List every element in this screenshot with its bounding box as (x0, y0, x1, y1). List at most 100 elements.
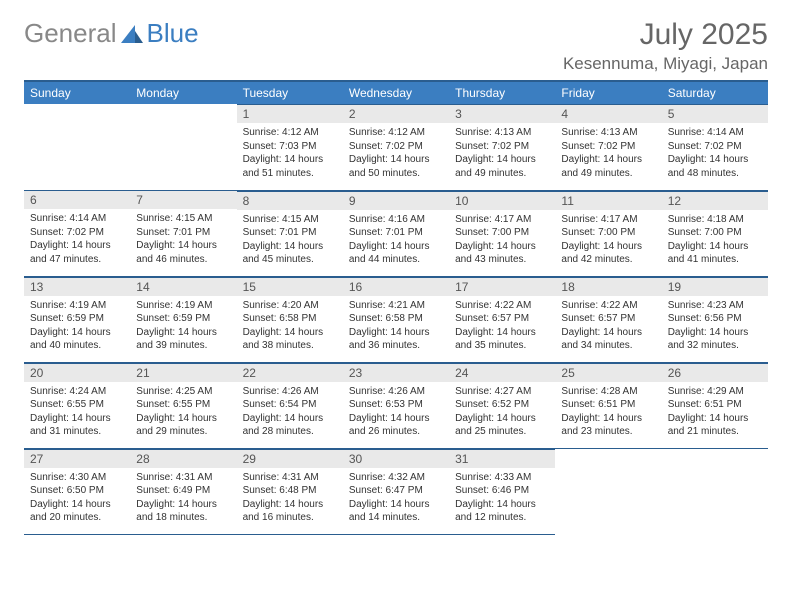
day-number: 17 (449, 277, 555, 296)
day-number: 25 (555, 363, 661, 382)
column-header: Friday (555, 81, 661, 104)
calendar-day-cell: 3Sunrise: 4:13 AMSunset: 7:02 PMDaylight… (449, 104, 555, 190)
calendar-day-cell: .. (24, 104, 130, 190)
day-number: 10 (449, 191, 555, 210)
day-details: Sunrise: 4:33 AMSunset: 6:46 PMDaylight:… (449, 468, 555, 529)
day-details: Sunrise: 4:12 AMSunset: 7:02 PMDaylight:… (343, 123, 449, 184)
calendar-day-cell: 14Sunrise: 4:19 AMSunset: 6:59 PMDayligh… (130, 276, 236, 362)
column-header: Sunday (24, 81, 130, 104)
calendar-day-cell: 17Sunrise: 4:22 AMSunset: 6:57 PMDayligh… (449, 276, 555, 362)
day-number: 14 (130, 277, 236, 296)
day-number: 21 (130, 363, 236, 382)
day-number: 1 (237, 104, 343, 123)
day-number: 4 (555, 104, 661, 123)
day-number: 24 (449, 363, 555, 382)
day-number: 22 (237, 363, 343, 382)
day-number: 16 (343, 277, 449, 296)
day-details: Sunrise: 4:26 AMSunset: 6:53 PMDaylight:… (343, 382, 449, 443)
calendar-week-row: 27Sunrise: 4:30 AMSunset: 6:50 PMDayligh… (24, 448, 768, 534)
calendar-day-cell: 2Sunrise: 4:12 AMSunset: 7:02 PMDaylight… (343, 104, 449, 190)
day-number: 19 (662, 277, 768, 296)
calendar-day-cell: 31Sunrise: 4:33 AMSunset: 6:46 PMDayligh… (449, 448, 555, 534)
day-number: 26 (662, 363, 768, 382)
day-details: Sunrise: 4:18 AMSunset: 7:00 PMDaylight:… (662, 210, 768, 271)
day-number: 27 (24, 449, 130, 468)
calendar-day-cell: 30Sunrise: 4:32 AMSunset: 6:47 PMDayligh… (343, 448, 449, 534)
day-details: Sunrise: 4:26 AMSunset: 6:54 PMDaylight:… (237, 382, 343, 443)
day-number: 11 (555, 191, 661, 210)
calendar-table: SundayMondayTuesdayWednesdayThursdayFrid… (24, 80, 768, 535)
column-header: Saturday (662, 81, 768, 104)
calendar-day-cell: 11Sunrise: 4:17 AMSunset: 7:00 PMDayligh… (555, 190, 661, 276)
title-block: July 2025 Kesennuma, Miyagi, Japan (563, 18, 768, 74)
calendar-day-cell: 10Sunrise: 4:17 AMSunset: 7:00 PMDayligh… (449, 190, 555, 276)
day-details: Sunrise: 4:15 AMSunset: 7:01 PMDaylight:… (130, 209, 236, 270)
day-details: Sunrise: 4:16 AMSunset: 7:01 PMDaylight:… (343, 210, 449, 271)
day-details: Sunrise: 4:14 AMSunset: 7:02 PMDaylight:… (24, 209, 130, 270)
day-details: Sunrise: 4:22 AMSunset: 6:57 PMDaylight:… (555, 296, 661, 357)
day-details: Sunrise: 4:20 AMSunset: 6:58 PMDaylight:… (237, 296, 343, 357)
day-details: Sunrise: 4:29 AMSunset: 6:51 PMDaylight:… (662, 382, 768, 443)
calendar-head: SundayMondayTuesdayWednesdayThursdayFrid… (24, 81, 768, 104)
calendar-day-cell: 29Sunrise: 4:31 AMSunset: 6:48 PMDayligh… (237, 448, 343, 534)
day-number: 30 (343, 449, 449, 468)
day-number: 2 (343, 104, 449, 123)
day-number: 12 (662, 191, 768, 210)
day-number: 9 (343, 191, 449, 210)
day-details: Sunrise: 4:15 AMSunset: 7:01 PMDaylight:… (237, 210, 343, 271)
logo-text-2: Blue (147, 18, 199, 49)
day-number: 7 (130, 190, 236, 209)
calendar-day-cell: 23Sunrise: 4:26 AMSunset: 6:53 PMDayligh… (343, 362, 449, 448)
calendar-day-cell: 16Sunrise: 4:21 AMSunset: 6:58 PMDayligh… (343, 276, 449, 362)
calendar-week-row: 20Sunrise: 4:24 AMSunset: 6:55 PMDayligh… (24, 362, 768, 448)
day-details: Sunrise: 4:22 AMSunset: 6:57 PMDaylight:… (449, 296, 555, 357)
calendar-day-cell: 12Sunrise: 4:18 AMSunset: 7:00 PMDayligh… (662, 190, 768, 276)
day-details: Sunrise: 4:14 AMSunset: 7:02 PMDaylight:… (662, 123, 768, 184)
day-details: Sunrise: 4:17 AMSunset: 7:00 PMDaylight:… (449, 210, 555, 271)
day-number: 3 (449, 104, 555, 123)
calendar-day-cell: 5Sunrise: 4:14 AMSunset: 7:02 PMDaylight… (662, 104, 768, 190)
day-details: Sunrise: 4:25 AMSunset: 6:55 PMDaylight:… (130, 382, 236, 443)
calendar-day-cell: 8Sunrise: 4:15 AMSunset: 7:01 PMDaylight… (237, 190, 343, 276)
day-number: 15 (237, 277, 343, 296)
calendar-day-cell: 19Sunrise: 4:23 AMSunset: 6:56 PMDayligh… (662, 276, 768, 362)
day-details: Sunrise: 4:31 AMSunset: 6:48 PMDaylight:… (237, 468, 343, 529)
calendar-day-cell: 9Sunrise: 4:16 AMSunset: 7:01 PMDaylight… (343, 190, 449, 276)
calendar-day-cell: 24Sunrise: 4:27 AMSunset: 6:52 PMDayligh… (449, 362, 555, 448)
calendar-day-cell: 20Sunrise: 4:24 AMSunset: 6:55 PMDayligh… (24, 362, 130, 448)
day-details: Sunrise: 4:23 AMSunset: 6:56 PMDaylight:… (662, 296, 768, 357)
day-number: 5 (662, 104, 768, 123)
day-number: 8 (237, 191, 343, 210)
day-details: Sunrise: 4:31 AMSunset: 6:49 PMDaylight:… (130, 468, 236, 529)
column-header: Wednesday (343, 81, 449, 104)
day-details: Sunrise: 4:21 AMSunset: 6:58 PMDaylight:… (343, 296, 449, 357)
calendar-day-cell: 7Sunrise: 4:15 AMSunset: 7:01 PMDaylight… (130, 190, 236, 276)
calendar-day-cell: 18Sunrise: 4:22 AMSunset: 6:57 PMDayligh… (555, 276, 661, 362)
calendar-week-row: ....1Sunrise: 4:12 AMSunset: 7:03 PMDayl… (24, 104, 768, 190)
logo-text-1: General (24, 18, 117, 49)
calendar-day-cell: 26Sunrise: 4:29 AMSunset: 6:51 PMDayligh… (662, 362, 768, 448)
day-details: Sunrise: 4:12 AMSunset: 7:03 PMDaylight:… (237, 123, 343, 184)
calendar-day-cell: 6Sunrise: 4:14 AMSunset: 7:02 PMDaylight… (24, 190, 130, 276)
calendar-day-cell: 15Sunrise: 4:20 AMSunset: 6:58 PMDayligh… (237, 276, 343, 362)
day-details: Sunrise: 4:32 AMSunset: 6:47 PMDaylight:… (343, 468, 449, 529)
header: General Blue July 2025 Kesennuma, Miyagi… (24, 18, 768, 74)
day-number: 13 (24, 277, 130, 296)
calendar-body: .... 1Sunrise: 4:12 AMSunset: 7:03 PMDayl… (24, 104, 768, 534)
calendar-day-cell: .. (662, 448, 768, 534)
column-header: Thursday (449, 81, 555, 104)
day-details: Sunrise: 4:17 AMSunset: 7:00 PMDaylight:… (555, 210, 661, 271)
day-number: 29 (237, 449, 343, 468)
column-header: Tuesday (237, 81, 343, 104)
day-details: Sunrise: 4:30 AMSunset: 6:50 PMDaylight:… (24, 468, 130, 529)
day-number: 20 (24, 363, 130, 382)
month-title: July 2025 (563, 18, 768, 52)
day-details: Sunrise: 4:13 AMSunset: 7:02 PMDaylight:… (555, 123, 661, 184)
logo-triangle-icon (121, 25, 143, 43)
day-details: Sunrise: 4:19 AMSunset: 6:59 PMDaylight:… (130, 296, 236, 357)
calendar-week-row: 13Sunrise: 4:19 AMSunset: 6:59 PMDayligh… (24, 276, 768, 362)
calendar-day-cell: .. (555, 448, 661, 534)
calendar-day-cell: 25Sunrise: 4:28 AMSunset: 6:51 PMDayligh… (555, 362, 661, 448)
day-number: 6 (24, 190, 130, 209)
calendar-day-cell: 1Sunrise: 4:12 AMSunset: 7:03 PMDaylight… (237, 104, 343, 190)
